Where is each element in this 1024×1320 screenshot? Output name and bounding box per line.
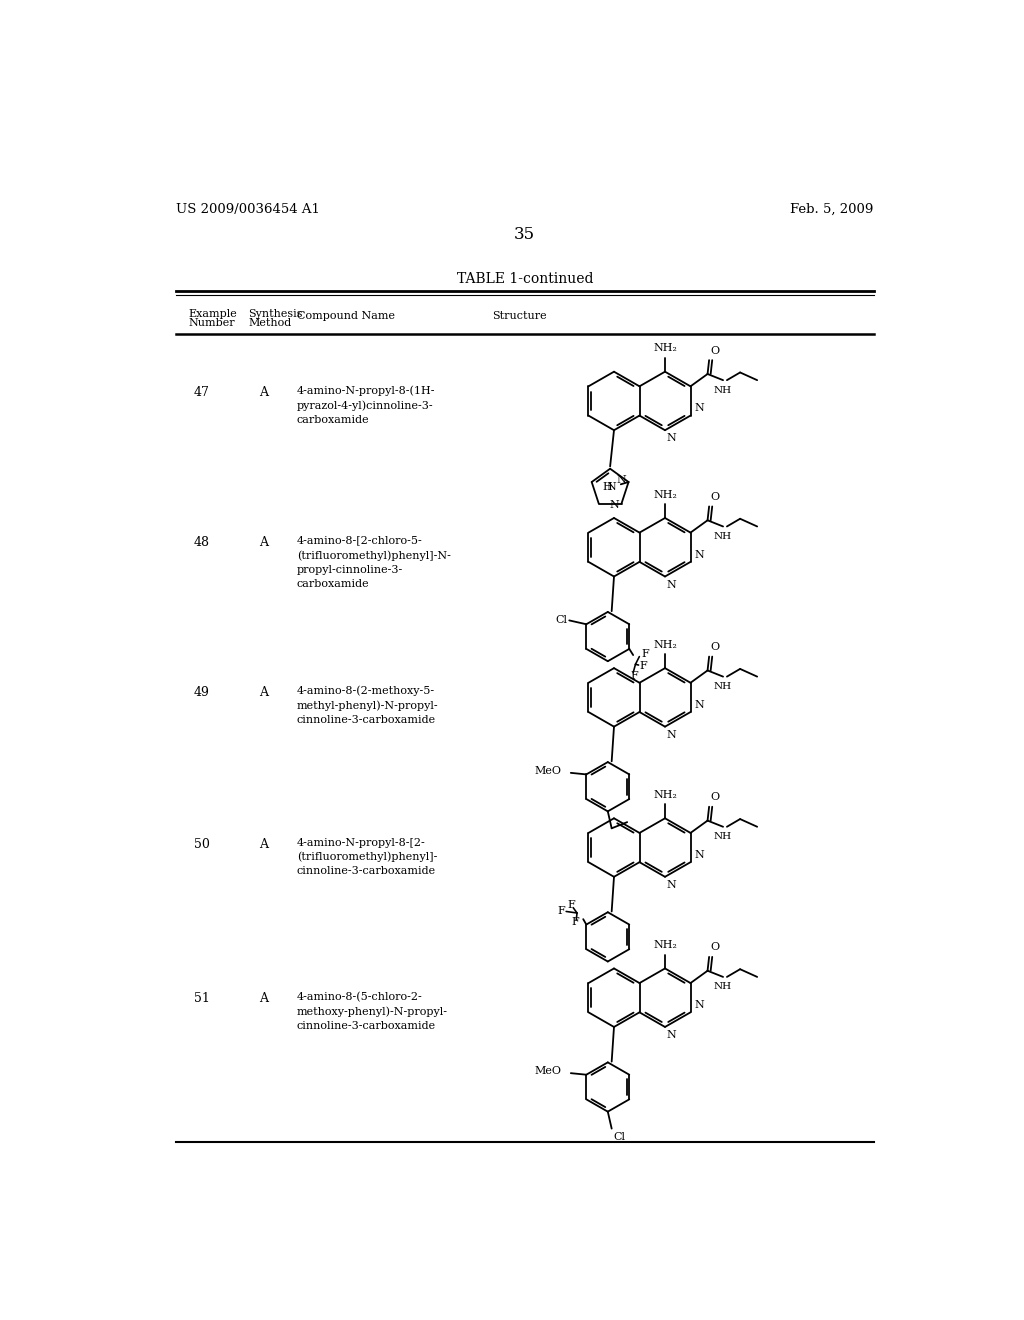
Text: F: F	[558, 907, 565, 916]
Text: US 2009/0036454 A1: US 2009/0036454 A1	[176, 203, 319, 216]
Text: F: F	[639, 661, 647, 671]
Text: 50: 50	[194, 838, 210, 850]
Text: Synthesis: Synthesis	[248, 309, 303, 318]
Text: N: N	[694, 549, 705, 560]
Text: Feb. 5, 2009: Feb. 5, 2009	[791, 203, 873, 216]
Text: 4-amino-N-propyl-8-[2-
(trifluoromethyl)phenyl]-
cinnoline-3-carboxamide: 4-amino-N-propyl-8-[2- (trifluoromethyl)…	[297, 838, 437, 876]
Text: 49: 49	[194, 686, 210, 698]
Text: N: N	[694, 404, 705, 413]
Text: N: N	[667, 433, 676, 444]
Text: NH: NH	[714, 532, 731, 541]
Text: N: N	[667, 730, 676, 739]
Text: 4-amino-N-propyl-8-(1H-
pyrazol-4-yl)cinnoline-3-
carboxamide: 4-amino-N-propyl-8-(1H- pyrazol-4-yl)cin…	[297, 385, 435, 425]
Text: NH₂: NH₂	[653, 940, 677, 950]
Text: A: A	[259, 536, 268, 549]
Text: N: N	[667, 1030, 676, 1040]
Text: 48: 48	[194, 536, 210, 549]
Text: A: A	[259, 993, 268, 1006]
Text: N: N	[606, 482, 616, 491]
Text: NH₂: NH₂	[653, 343, 677, 354]
Text: 4-amino-8-(2-methoxy-5-
methyl-phenyl)-N-propyl-
cinnoline-3-carboxamide: 4-amino-8-(2-methoxy-5- methyl-phenyl)-N…	[297, 686, 438, 725]
Text: Structure: Structure	[493, 312, 547, 321]
Text: NH₂: NH₂	[653, 640, 677, 649]
Text: Method: Method	[248, 318, 292, 327]
Text: Cl: Cl	[613, 1131, 626, 1142]
Text: Cl: Cl	[556, 615, 567, 626]
Text: F: F	[571, 917, 580, 927]
Text: A: A	[259, 838, 268, 850]
Text: N: N	[616, 475, 627, 486]
Text: 47: 47	[194, 385, 210, 399]
Text: O: O	[711, 346, 720, 355]
Text: NH: NH	[714, 385, 731, 395]
Text: N: N	[694, 1001, 705, 1010]
Text: NH₂: NH₂	[653, 789, 677, 800]
Text: TABLE 1-continued: TABLE 1-continued	[457, 272, 593, 286]
Text: 4-amino-8-[2-chloro-5-
(trifluoromethyl)phenyl]-N-
propyl-cinnoline-3-
carboxami: 4-amino-8-[2-chloro-5- (trifluoromethyl)…	[297, 536, 451, 589]
Text: NH: NH	[714, 982, 731, 991]
Text: 35: 35	[514, 226, 536, 243]
Text: A: A	[259, 686, 268, 698]
Text: F: F	[642, 648, 649, 659]
Text: MeO: MeO	[535, 766, 561, 776]
Text: N: N	[609, 500, 620, 510]
Text: H: H	[602, 482, 612, 491]
Text: A: A	[259, 385, 268, 399]
Text: 4-amino-8-(5-chloro-2-
methoxy-phenyl)-N-propyl-
cinnoline-3-carboxamide: 4-amino-8-(5-chloro-2- methoxy-phenyl)-N…	[297, 993, 447, 1031]
Text: O: O	[711, 492, 720, 502]
Text: F: F	[567, 900, 574, 911]
Text: O: O	[711, 642, 720, 652]
Text: F: F	[631, 671, 639, 681]
Text: 51: 51	[194, 993, 210, 1006]
Text: N: N	[694, 700, 705, 710]
Text: NH: NH	[714, 832, 731, 841]
Text: Number: Number	[188, 318, 236, 327]
Text: Example: Example	[188, 309, 238, 318]
Text: NH: NH	[714, 682, 731, 690]
Text: MeO: MeO	[535, 1065, 561, 1076]
Text: N: N	[694, 850, 705, 859]
Text: N: N	[667, 579, 676, 590]
Text: Compound Name: Compound Name	[297, 312, 395, 321]
Text: NH₂: NH₂	[653, 490, 677, 499]
Text: O: O	[711, 792, 720, 803]
Text: N: N	[667, 880, 676, 890]
Text: O: O	[711, 942, 720, 952]
